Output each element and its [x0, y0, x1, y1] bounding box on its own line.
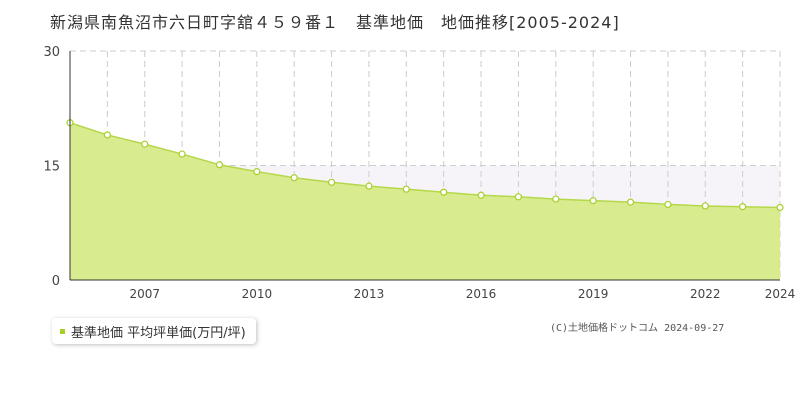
data-point — [365, 182, 373, 190]
data-point — [739, 203, 747, 211]
x-tick-label: 2016 — [466, 287, 497, 301]
data-point — [589, 197, 597, 205]
legend: 基準地価 平均坪単価(万円/坪) — [52, 318, 256, 344]
x-tick-label: 2010 — [242, 287, 273, 301]
data-point — [664, 200, 672, 209]
series-area — [70, 122, 780, 281]
data-point — [141, 140, 149, 148]
data-point — [776, 203, 784, 212]
data-point — [327, 178, 336, 186]
chart-title: 新潟県南魚沼市六日町字舘４５９番１ 基準地価 地価推移[2005-2024] — [50, 13, 620, 32]
x-tick-label: 2022 — [690, 287, 721, 301]
data-point — [440, 188, 448, 196]
series-line — [69, 122, 781, 209]
data-point — [178, 150, 186, 158]
copyright: (C)土地価格ドットコム 2024-09-27 — [550, 323, 725, 334]
y-tick-label: 15 — [43, 160, 60, 175]
data-point — [253, 168, 261, 176]
data-point — [477, 191, 485, 199]
x-tick-label: 2013 — [354, 287, 385, 301]
y-tick-label: 30 — [43, 45, 60, 60]
data-point — [402, 185, 410, 193]
data-point — [626, 198, 635, 206]
data-point — [103, 131, 111, 139]
data-point — [514, 193, 523, 201]
data-point — [290, 174, 298, 182]
legend-swatch — [60, 328, 65, 334]
data-point — [215, 161, 224, 169]
y-tick-label: 0 — [52, 274, 60, 289]
legend-label: 基準地価 平均坪単価(万円/坪) — [71, 325, 246, 341]
x-tick-label: 2024 — [765, 287, 796, 301]
x-tick-label: 2007 — [129, 287, 160, 301]
data-point — [701, 202, 709, 210]
data-point — [552, 195, 560, 203]
x-tick-label: 2019 — [578, 287, 609, 301]
